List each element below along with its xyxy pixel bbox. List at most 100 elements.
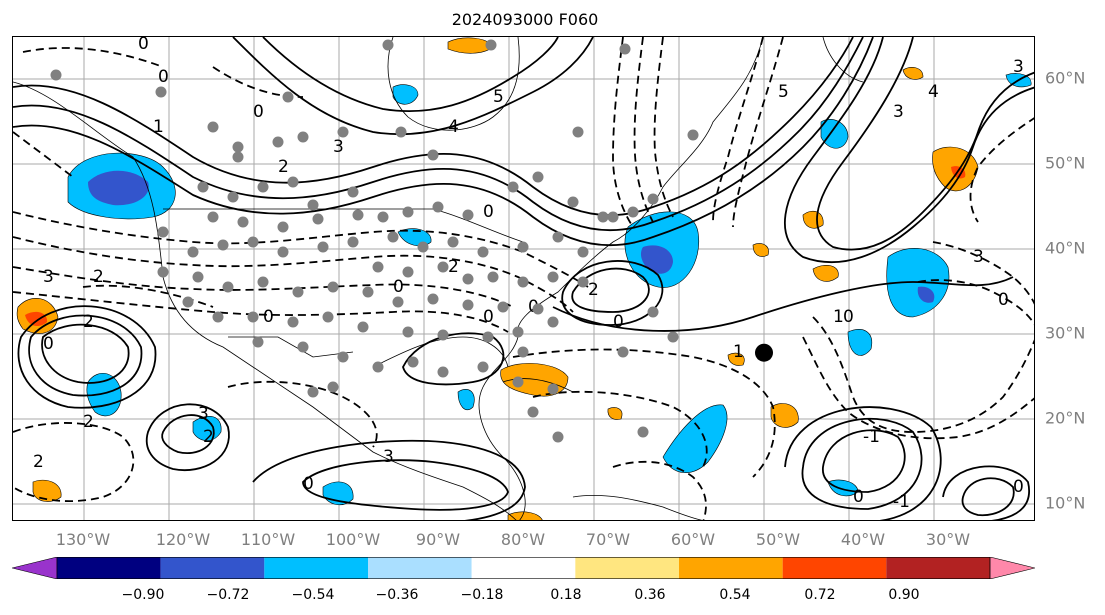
station-dot	[517, 241, 529, 253]
contour-solid-atl-low-3	[784, 406, 942, 520]
station-dot	[192, 271, 204, 283]
contour-label: 0	[303, 474, 314, 494]
station-dot	[317, 241, 329, 253]
coast-north-america-west	[13, 81, 517, 520]
station-dot	[372, 261, 384, 273]
colorbar-segment	[886, 557, 990, 579]
contour-label: 2	[33, 452, 44, 472]
station-dot	[647, 193, 659, 205]
colorbar-tick: 0.72	[804, 587, 836, 603]
shade-red-pacific	[25, 311, 48, 327]
contours	[13, 37, 1034, 520]
station-dot	[617, 346, 629, 358]
lat-label: 20°N	[1045, 408, 1086, 428]
colorbar-segment	[57, 557, 161, 579]
contour-label: 0	[393, 277, 404, 297]
colorbar-tick: −0.90	[121, 587, 165, 603]
station-dot	[257, 276, 269, 288]
station-dot	[252, 336, 264, 348]
colorbar-segment	[782, 557, 887, 579]
station-dot	[517, 276, 529, 288]
station-dot	[157, 266, 169, 278]
colorbar-tick: 0.36	[634, 587, 666, 603]
station-dot	[207, 121, 219, 133]
station-dot	[347, 186, 359, 198]
coast-cuba	[502, 378, 574, 393]
coast-gulf-mexico	[372, 336, 509, 368]
station-dot	[327, 381, 339, 393]
coastlines	[13, 37, 864, 520]
station-dot	[207, 211, 219, 223]
contour-label: 4	[448, 117, 459, 137]
colorbar-tick: 0.54	[719, 587, 751, 603]
station-dot	[247, 236, 259, 248]
station-dot	[395, 126, 407, 138]
shade-orange-small-3	[752, 243, 769, 257]
station-dot	[402, 266, 414, 278]
shade-blue-caribbean	[662, 404, 728, 473]
contour-label: 0	[613, 312, 624, 332]
lon-label: 100°W	[325, 530, 381, 549]
shade-blue-labrador	[820, 118, 849, 149]
contour-label: 2	[93, 267, 104, 287]
station-dot	[287, 316, 299, 328]
contour-label: 2	[203, 427, 214, 447]
station-dot	[477, 246, 489, 258]
contour-solid-atl-1	[783, 37, 1034, 264]
station-dot	[387, 231, 399, 243]
contour-label: 0	[1013, 477, 1024, 497]
contour-label: 3	[43, 267, 54, 287]
contour-dashed-7	[227, 380, 378, 448]
colorbar-segment	[679, 557, 783, 579]
lon-label: 80°W	[500, 530, 546, 549]
contour-solid-jet-3	[13, 37, 874, 247]
contour-label: 1	[833, 307, 844, 327]
station-dot	[577, 276, 589, 288]
station-dot	[357, 321, 369, 333]
station-dot	[462, 273, 474, 285]
station-dot	[647, 306, 659, 318]
station-dot	[597, 211, 609, 223]
station-dot	[572, 126, 584, 138]
station-dot	[437, 261, 449, 273]
station-dot	[187, 246, 199, 258]
contour-dashed-3	[13, 266, 514, 308]
contour-label: 0	[253, 102, 264, 122]
contour-dashed-22	[22, 47, 164, 68]
colorbar-tick: −0.54	[291, 587, 335, 603]
contour-label: 2	[83, 412, 94, 432]
station-dot	[637, 426, 649, 438]
contour-solid-low-ny	[571, 267, 650, 313]
station-dot	[212, 311, 224, 323]
station-dot	[362, 286, 374, 298]
contour-label: 5	[493, 87, 504, 107]
contour-dashed-23	[612, 460, 707, 520]
contour-solid-pac-high-3	[17, 305, 157, 409]
station-dot	[297, 131, 309, 143]
lat-label: 10°N	[1045, 493, 1086, 513]
shade-orange-atl-mid	[770, 403, 799, 428]
station-dot	[155, 86, 167, 98]
contour-solid-epac-1	[302, 459, 509, 511]
station-dot	[432, 201, 444, 213]
contour-label: 1	[733, 342, 744, 362]
contour-label: 0	[263, 307, 274, 327]
lon-label: 90°W	[415, 530, 461, 549]
contour-label: 0	[483, 202, 494, 222]
shade-orange-epac-s	[507, 511, 543, 520]
station-dot	[485, 39, 497, 51]
contour-label: -1	[863, 427, 880, 447]
lon-label: 70°W	[585, 530, 631, 549]
station-dot	[257, 181, 269, 193]
station-dot	[552, 231, 564, 243]
contour-label: 0	[853, 487, 864, 507]
contour-solid-pac-s-1	[161, 414, 215, 454]
station-markers	[50, 39, 699, 443]
contour-dashed-5	[82, 284, 214, 308]
shade-orange-small-1	[727, 352, 745, 366]
colorbar-tick: −0.36	[375, 587, 419, 603]
station-dot	[222, 281, 234, 293]
contour-dashed-18	[732, 37, 784, 228]
colorbar-tick: 0.90	[888, 587, 920, 603]
colorbar-segment	[368, 557, 472, 579]
